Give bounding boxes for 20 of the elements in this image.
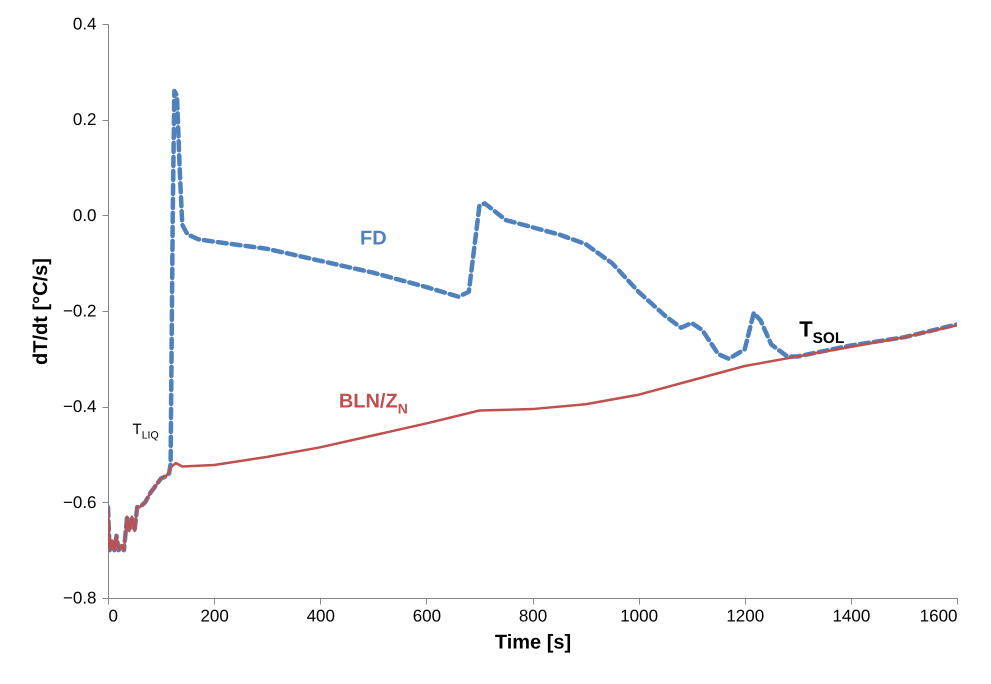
y-tick-label: −0.4 [62, 397, 96, 416]
x-tick-label: 1000 [620, 606, 658, 626]
y-tick-label: −0.8 [62, 588, 96, 608]
y-tick-label: 0.2 [72, 110, 96, 130]
x-tick-label: 400 [306, 606, 335, 626]
x-tick-label: 1600 [920, 606, 958, 626]
x-tick-label: 1200 [726, 606, 764, 626]
y-axis-title: dT/dt [°C/s] [30, 258, 52, 365]
x-axis-title: Time [s] [494, 632, 572, 654]
series-label: FD [360, 228, 387, 250]
x-tick-label: 0 [108, 606, 118, 626]
x-tick-label: 200 [200, 606, 229, 626]
line-series [108, 88, 957, 552]
y-tick-label: 0.0 [72, 206, 96, 225]
y-tick-label: 0.4 [72, 14, 96, 34]
x-tick-label: 1400 [832, 606, 870, 626]
y-tick-label: −0.6 [62, 492, 96, 512]
x-tick-label: 800 [518, 606, 548, 626]
y-tick-label: −0.2 [62, 302, 96, 320]
x-tick-label: 600 [412, 606, 442, 626]
